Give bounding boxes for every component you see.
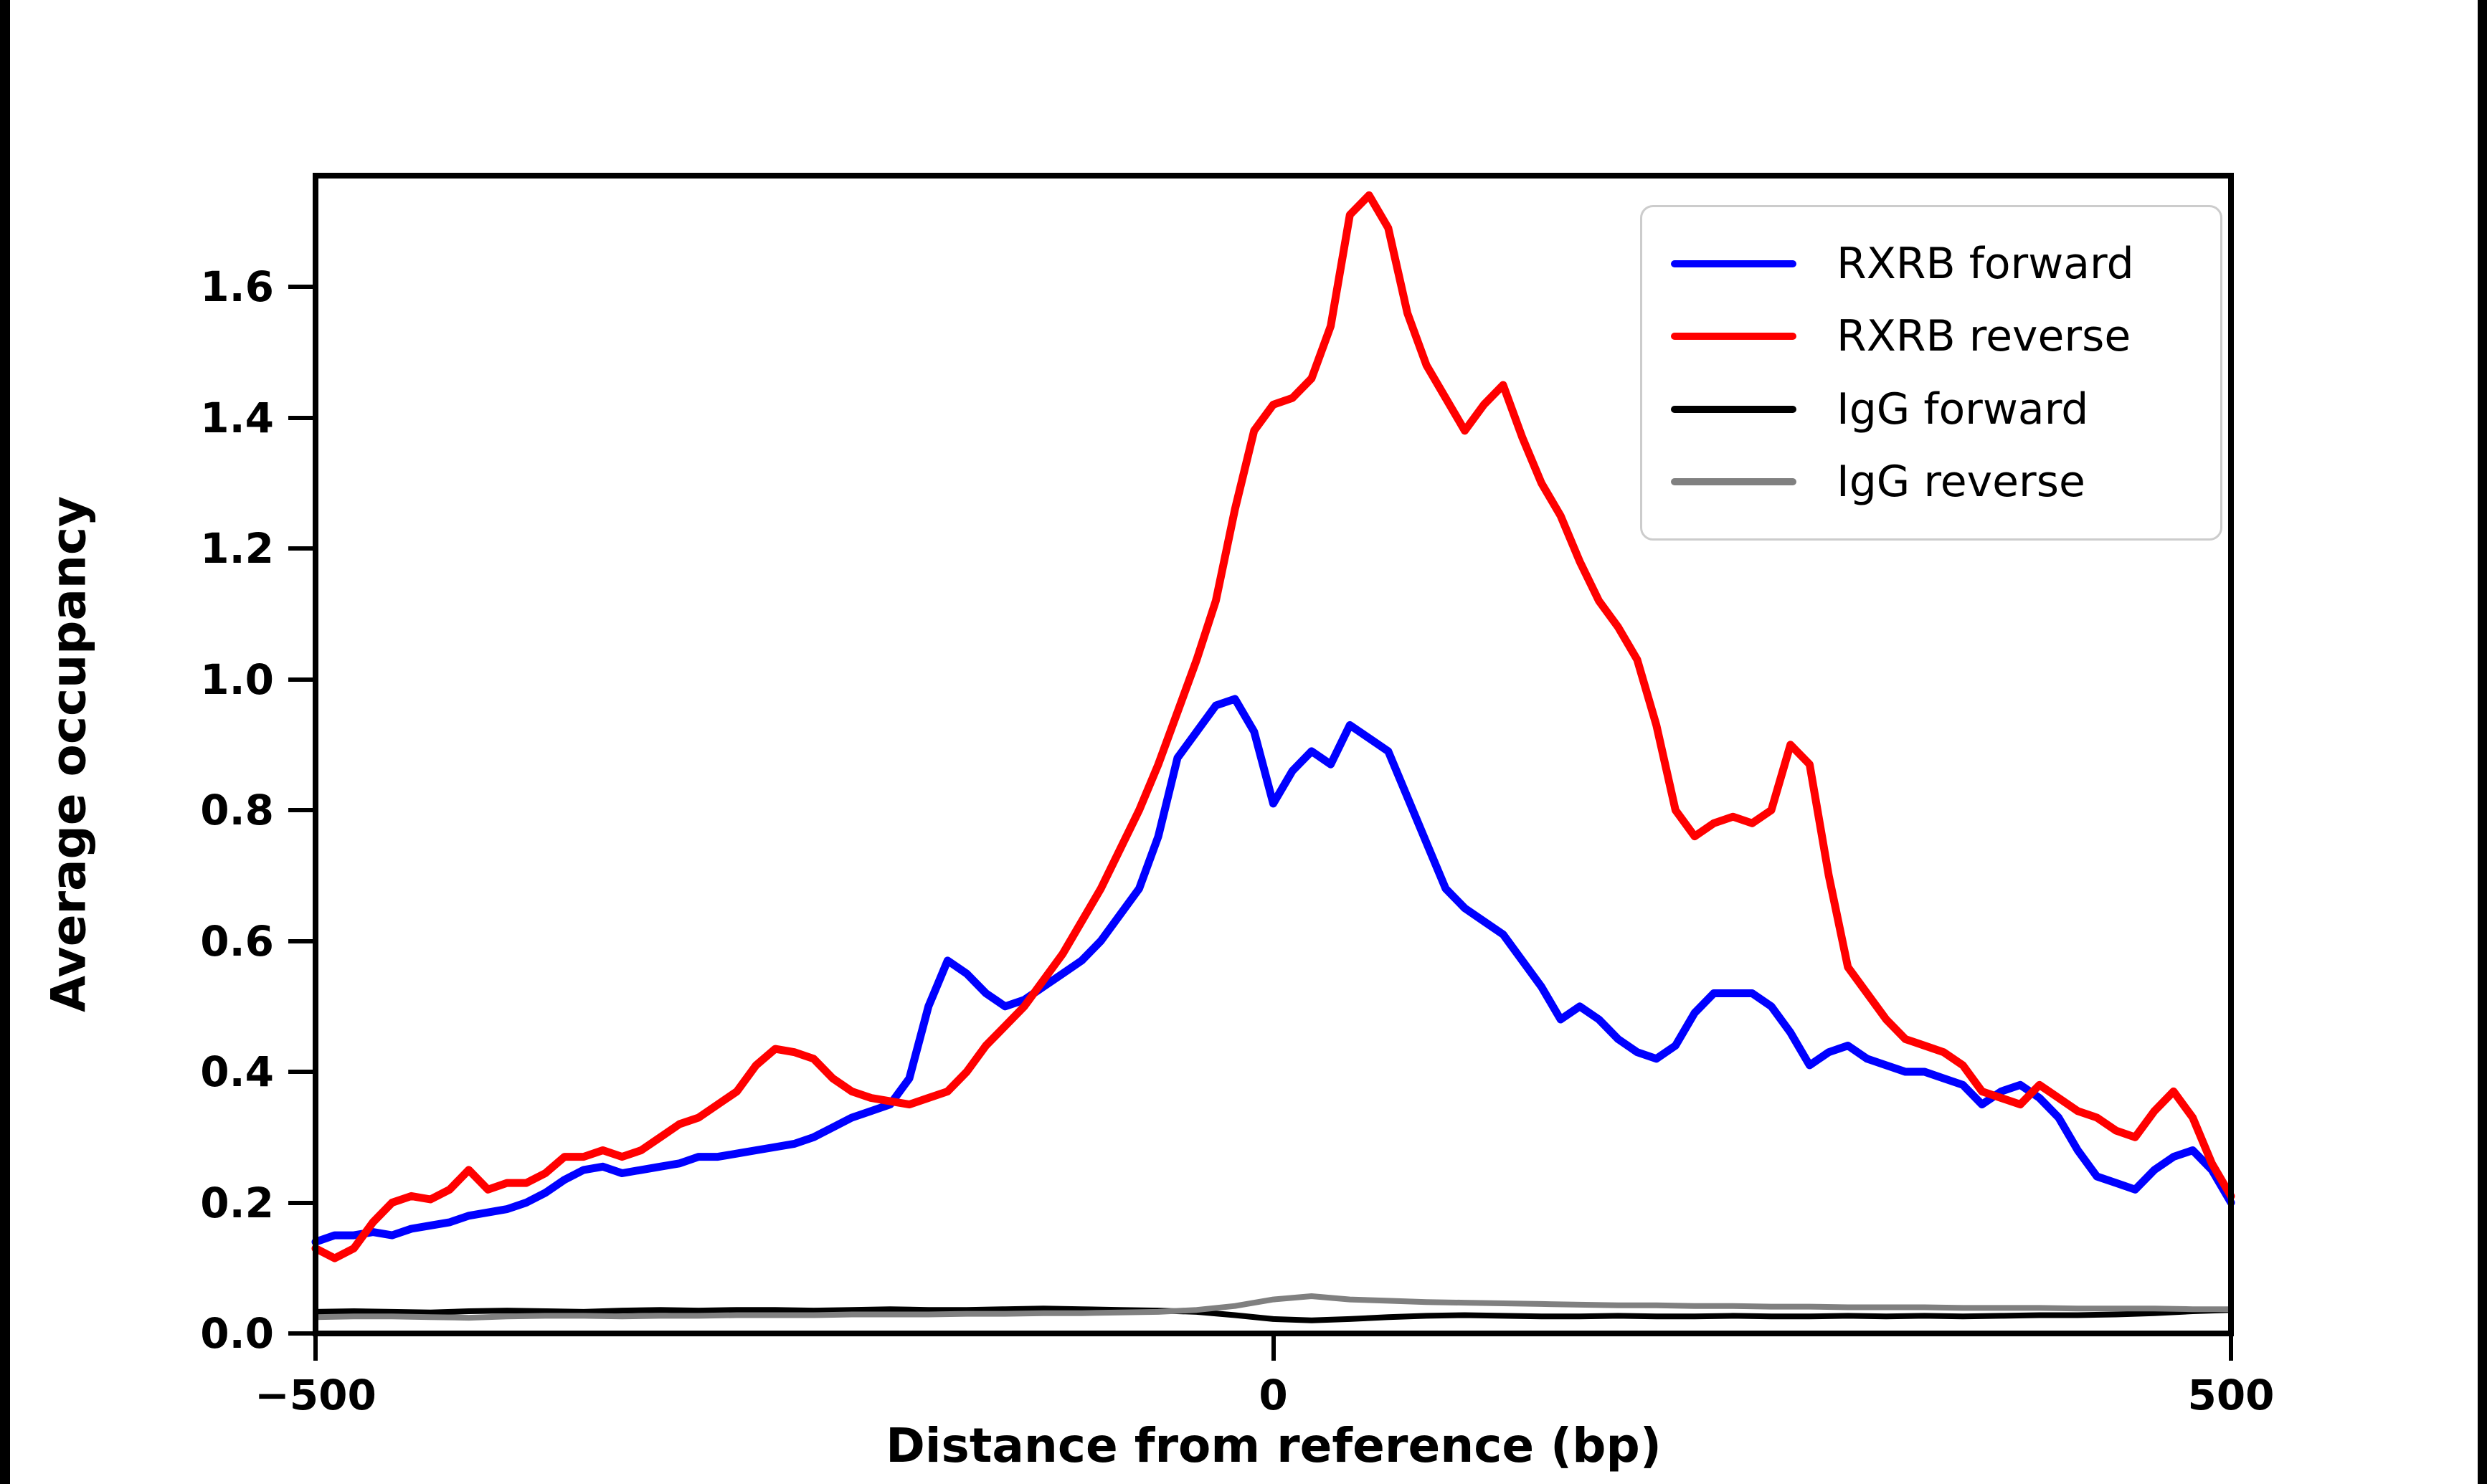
y-tick [288, 1070, 313, 1075]
y-tick-label: 0.0 [200, 1309, 274, 1358]
y-tick-label: 1.4 [200, 393, 274, 442]
series-rxrb-reverse [311, 191, 2235, 1262]
legend-label: RXRB forward [1837, 238, 2134, 289]
y-tick [288, 415, 313, 420]
legend-line-swatch [1671, 405, 1796, 413]
y-tick-label: 0.8 [200, 786, 274, 835]
x-tick [1271, 1336, 1276, 1361]
x-tick [2229, 1336, 2233, 1361]
legend-label: IgG forward [1837, 384, 2089, 434]
y-tick [288, 1331, 313, 1336]
y-tick [288, 677, 313, 682]
legend-entry-rxrb-reverse: RXRB reverse [1671, 311, 2192, 361]
x-tick-label: 0 [1259, 1371, 1288, 1419]
x-tick-label: −500 [255, 1371, 376, 1419]
legend-line-swatch [1671, 478, 1796, 486]
y-tick-label: 1.6 [200, 262, 274, 312]
series-rxrb-forward [311, 695, 2235, 1246]
y-axis-label: Average occupancy [41, 495, 97, 1013]
screen-edge-bar-right [2478, 0, 2487, 1484]
x-axis-label: Distance from reference (bp) [886, 1418, 1662, 1473]
y-tick [288, 285, 313, 290]
y-tick-label: 1.2 [200, 524, 274, 574]
axes-frame [313, 173, 2234, 1336]
x-tick [313, 1336, 318, 1361]
legend-entry-igg-reverse: IgG reverse [1671, 457, 2192, 507]
series-igg-reverse [313, 1293, 2234, 1321]
y-tick [288, 808, 313, 813]
y-tick [288, 938, 313, 943]
legend: RXRB forward RXRB reverse IgG forward IgG r… [1640, 205, 2222, 541]
screen-edge-bar-left [0, 0, 10, 1484]
legend-line-swatch [1671, 333, 1796, 341]
y-tick [288, 546, 313, 551]
legend-line-swatch [1671, 260, 1796, 267]
y-tick-label: 0.6 [200, 916, 274, 966]
series-igg-forward [313, 1305, 2234, 1323]
legend-entry-rxrb-forward: RXRB forward [1671, 239, 2192, 289]
y-tick-label: 0.4 [200, 1047, 274, 1097]
legend-label: RXRB reverse [1837, 311, 2131, 362]
y-tick-label: 1.0 [200, 655, 274, 704]
legend-entry-igg-forward: IgG forward [1671, 384, 2192, 434]
y-tick-label: 0.2 [200, 1178, 274, 1227]
legend-label: IgG reverse [1837, 457, 2085, 508]
x-tick-label: 500 [2187, 1371, 2275, 1419]
y-tick [288, 1200, 313, 1205]
